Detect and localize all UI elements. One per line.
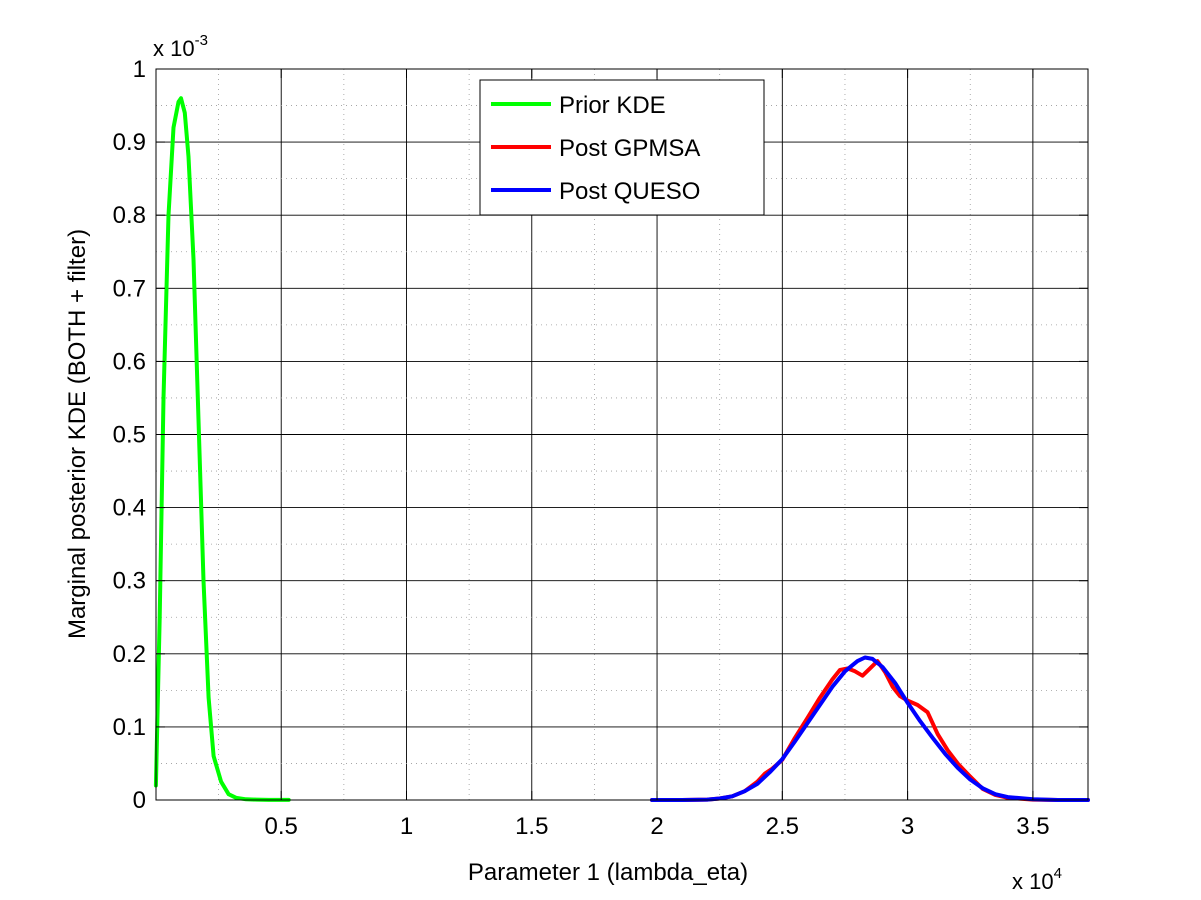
x-tick-label: 2 <box>650 813 663 840</box>
legend-label-1: Post GPMSA <box>559 135 700 162</box>
y-tick-label: 0 <box>133 787 146 814</box>
y-tick-label: 0.4 <box>113 495 146 522</box>
legend-label-0: Prior KDE <box>559 92 666 119</box>
y-multiplier-exponent: -3 <box>195 32 208 49</box>
axis-ticks: 0.5 1 1.5 2 2.5 3 3.5 0 0.1 0.2 0.3 0.4 0.5 0.6 0.7 0.8… <box>113 56 1088 840</box>
x-multiplier-label: x 104 <box>1012 865 1062 894</box>
x-tick-label: 1 <box>400 813 413 840</box>
y-tick-label: 0.7 <box>113 275 146 302</box>
x-tick-label: 0.5 <box>265 813 298 840</box>
series-lines <box>153 96 1090 802</box>
x-tick-label: 3.5 <box>1016 813 1049 840</box>
y-tick-label: 0.3 <box>113 568 146 595</box>
y-multiplier-label: x 10-3 <box>153 32 208 61</box>
x-tick-label: 3 <box>901 813 914 840</box>
legend: Prior KDE Post GPMSA Post QUESO <box>479 79 765 216</box>
y-multiplier-base: x 10 <box>153 36 195 61</box>
y-tick-label: 1 <box>133 56 146 83</box>
y-tick-label: 0.2 <box>113 641 146 668</box>
x-multiplier-base: x 10 <box>1012 869 1054 894</box>
x-tick-label: 2.5 <box>766 813 799 840</box>
y-axis-label: Marginal posterior KDE (BOTH + filter) <box>64 229 91 639</box>
x-tick-label: 1.5 <box>515 813 548 840</box>
y-tick-label: 0.8 <box>113 202 146 229</box>
series-line-0 <box>153 96 291 802</box>
legend-label-2: Post QUESO <box>559 178 700 205</box>
y-tick-label: 0.5 <box>113 422 146 449</box>
y-tick-label: 0.6 <box>113 348 146 375</box>
series-line-2 <box>650 655 1090 802</box>
x-axis-label: Parameter 1 (lambda_eta) <box>468 859 748 886</box>
x-multiplier-exponent: 4 <box>1054 865 1062 882</box>
y-tick-label: 0.1 <box>113 714 146 741</box>
y-tick-label: 0.9 <box>113 129 146 156</box>
